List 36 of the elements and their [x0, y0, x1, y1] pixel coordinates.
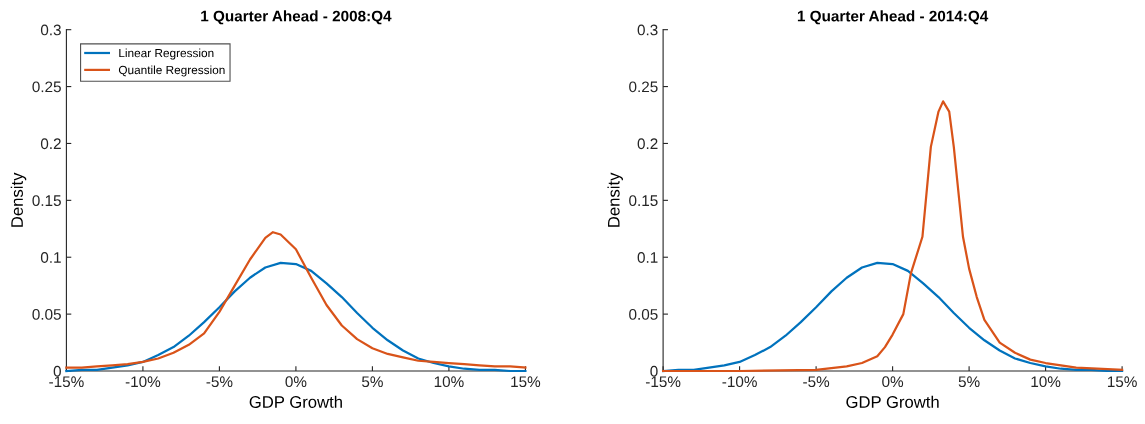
x-tick-label: 10%: [1031, 376, 1061, 388]
y-tick-label: 0.2: [40, 138, 61, 150]
legend-label: Linear Regression: [119, 48, 214, 60]
x-axis-title: GDP Growth: [249, 395, 342, 408]
y-axis-title: Density: [10, 172, 27, 227]
x-tick-label: 15%: [511, 376, 541, 388]
y-tick-label: 0.15: [629, 195, 658, 207]
x-tick-label: -5%: [803, 376, 830, 388]
y-axis-title: Density: [607, 172, 623, 227]
y-tick-label: 0: [650, 365, 658, 377]
y-tick-label: 0.3: [637, 24, 658, 36]
chart-title: 1 Quarter Ahead - 2014:Q4: [797, 10, 989, 25]
x-tick-label: 5%: [361, 376, 383, 388]
x-axis-title: GDP Growth: [846, 395, 939, 408]
x-tick-label: 10%: [434, 376, 464, 388]
chart-title: 1 Quarter Ahead - 2008:Q4: [201, 10, 392, 25]
y-tick-label: 0.15: [32, 195, 61, 207]
x-tick-label: 0%: [285, 376, 307, 388]
y-tick-label: 0.3: [40, 24, 61, 36]
x-tick-label: -15%: [645, 376, 681, 388]
y-tick-label: 0: [53, 365, 61, 377]
y-tick-label: 0.25: [32, 81, 61, 93]
y-tick-label: 0.2: [637, 138, 658, 150]
x-tick-label: -10%: [722, 376, 757, 388]
x-tick-label: 5%: [958, 376, 980, 388]
x-tick-label: 0%: [882, 376, 904, 388]
x-tick-label: -15%: [49, 376, 84, 388]
legend-label: Quantile Regression: [118, 65, 225, 77]
y-tick-label: 0.05: [629, 308, 658, 320]
y-tick-label: 0.1: [40, 252, 61, 263]
x-tick-label: -10%: [125, 376, 161, 388]
y-tick-label: 0.25: [629, 81, 658, 93]
y-tick-label: 0.05: [32, 308, 61, 320]
x-tick-label: -5%: [206, 376, 233, 388]
y-tick-label: 0.1: [637, 252, 658, 263]
x-tick-label: 15%: [1107, 376, 1137, 388]
